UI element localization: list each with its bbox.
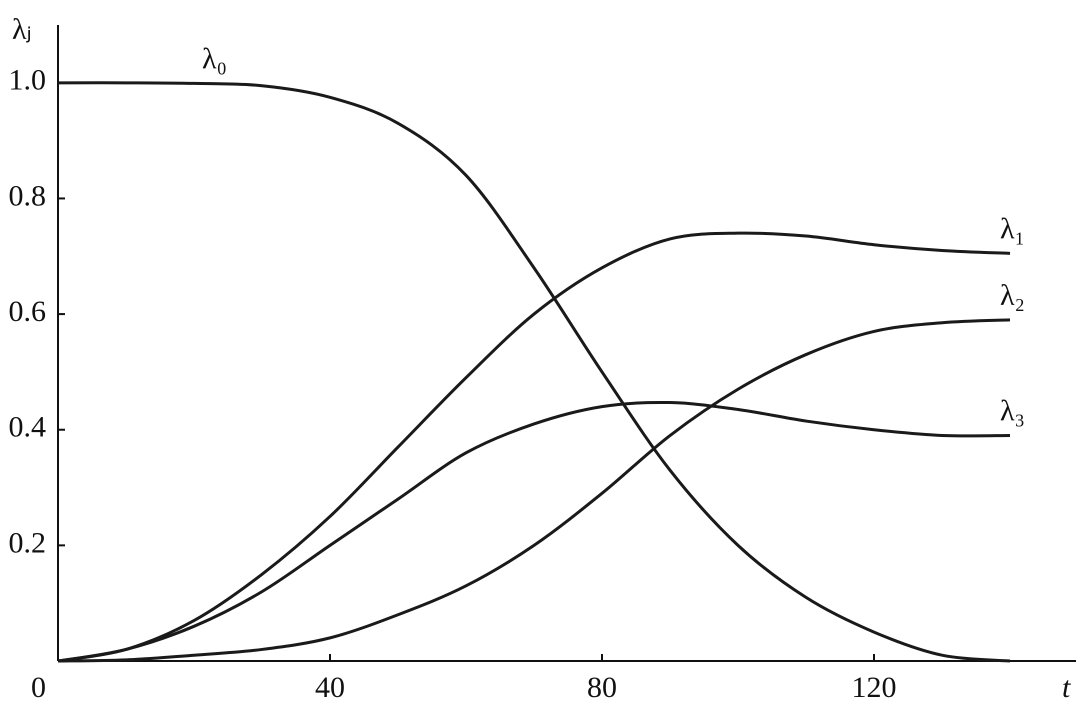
y-tick-label: 0.6 — [9, 295, 47, 328]
y-tick-label: 0.4 — [9, 411, 47, 444]
y-tick-label: 1.0 — [9, 64, 47, 97]
series-label: λ₃ — [1000, 394, 1025, 427]
series-line — [57, 400, 1011, 663]
x-axis-label: t — [1062, 671, 1071, 704]
y-tick-label: 0.8 — [9, 179, 47, 212]
series-label: λ₁ — [1000, 212, 1025, 245]
x-tick-label: 80 — [587, 671, 617, 704]
series-line — [57, 81, 1011, 663]
y-tick-label: 0.2 — [9, 526, 47, 559]
series-label: λ₂ — [1000, 279, 1025, 312]
x-tick-label: 0 — [31, 671, 46, 704]
x-tick-label: 40 — [315, 671, 345, 704]
y-axis-label: λⱼ — [12, 13, 32, 46]
series-line — [57, 318, 1011, 663]
series-label: λ₀ — [202, 42, 227, 75]
x-tick-label: 120 — [852, 671, 897, 704]
series-line — [57, 231, 1011, 663]
